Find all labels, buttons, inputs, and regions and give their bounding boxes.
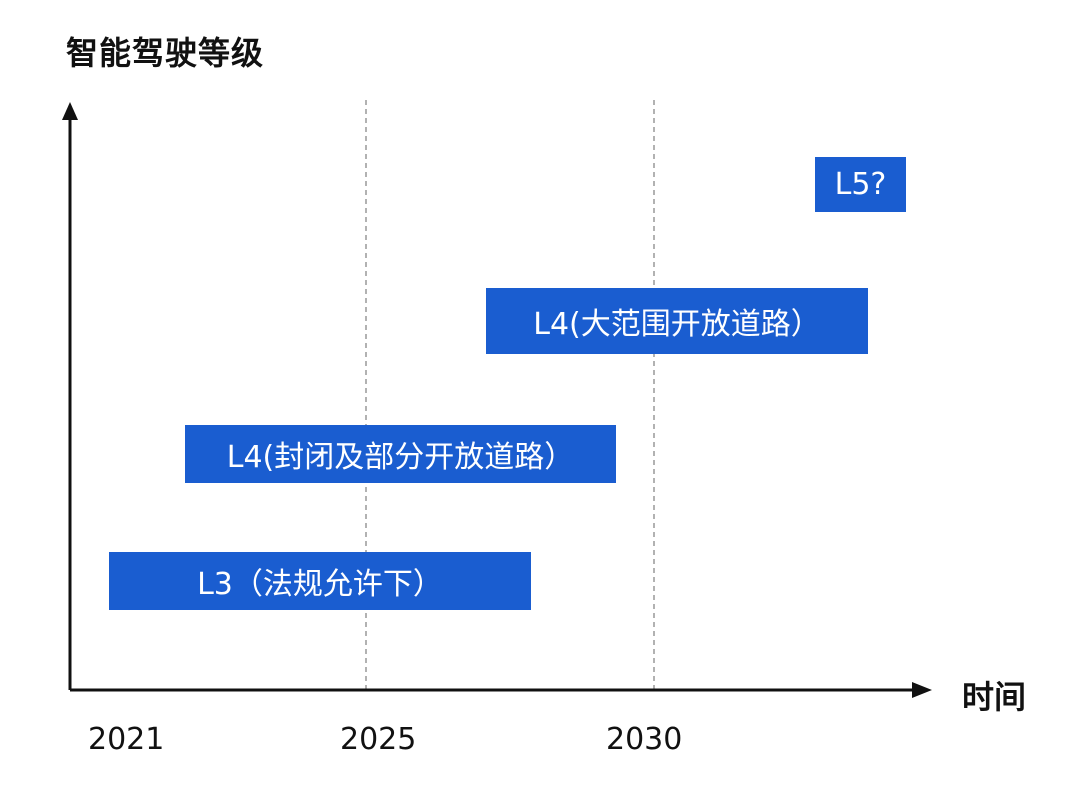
tick-label-2025: 2025 (340, 722, 417, 757)
x-axis-title: 时间 (962, 678, 1027, 716)
level-bar-l4-open-label: L4(大范围开放道路） (533, 307, 821, 342)
y-axis-title: 智能驾驶等级 (66, 34, 265, 72)
level-bar-l4-closed-label: L4(封闭及部分开放道路） (226, 440, 575, 475)
level-bar-l5: L5? (815, 157, 906, 212)
level-bar-l4-closed: L4(封闭及部分开放道路） (185, 425, 616, 483)
y-axis-arrowhead (62, 102, 78, 120)
level-bar-l5-label: L5? (834, 167, 887, 202)
tick-label-2030: 2030 (606, 722, 683, 757)
level-bar-l3-label: L3（法规允许下） (197, 567, 443, 602)
level-bar-l4-open: L4(大范围开放道路） (486, 288, 868, 354)
tick-label-2021: 2021 (88, 722, 165, 757)
level-bar-l3: L3（法规允许下） (109, 552, 531, 610)
x-axis-arrowhead (912, 682, 932, 698)
